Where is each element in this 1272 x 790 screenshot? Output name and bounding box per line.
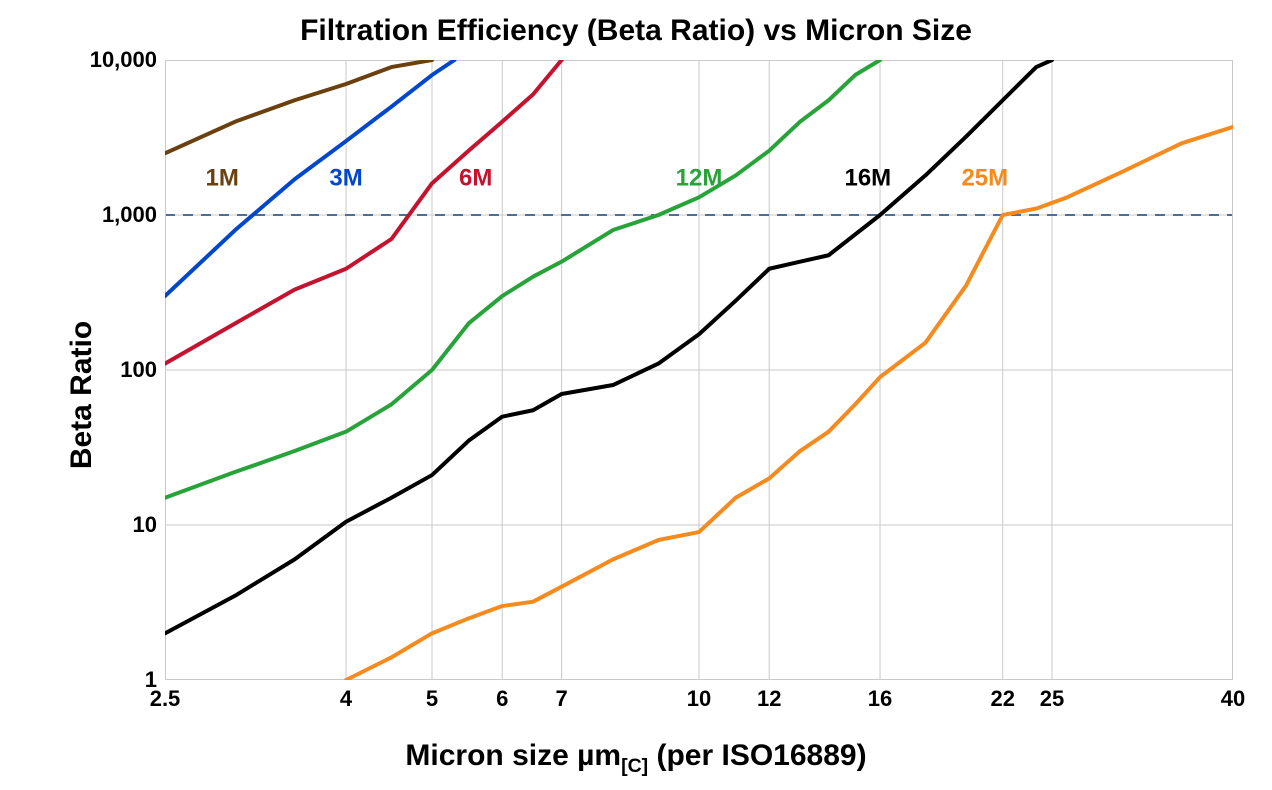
x-tick-label: 10	[687, 686, 711, 712]
y-tick-label: 100	[57, 357, 157, 383]
series-label-16m: 16M	[844, 165, 891, 192]
y-tick-label: 1	[57, 667, 157, 693]
chart-svg: 1M 3M 6M 12M 16M 25M	[165, 60, 1233, 680]
x-tick-label: 16	[868, 686, 892, 712]
x-tick-label: 7	[555, 686, 567, 712]
x-tick-label: 4	[340, 686, 352, 712]
y-axis-label: Beta Ratio	[65, 321, 99, 469]
x-tick-label: 6	[496, 686, 508, 712]
x-tick-label: 22	[990, 686, 1014, 712]
x-tick-label: 25	[1040, 686, 1064, 712]
chart-container: Filtration Efficiency (Beta Ratio) vs Mi…	[0, 0, 1272, 790]
x-tick-label: 5	[426, 686, 438, 712]
xlabel-prefix: Micron size µm	[405, 739, 621, 772]
x-tick-label: 12	[757, 686, 781, 712]
plot-area: 1M 3M 6M 12M 16M 25M	[165, 60, 1233, 680]
xlabel-sub: [C]	[621, 755, 648, 777]
y-tick-label: 1,000	[57, 202, 157, 228]
chart-title: Filtration Efficiency (Beta Ratio) vs Mi…	[0, 14, 1272, 48]
series-label-3m: 3M	[329, 165, 362, 192]
y-tick-label: 10,000	[57, 47, 157, 73]
x-tick-label: 40	[1221, 686, 1245, 712]
y-tick-label: 10	[57, 512, 157, 538]
series-label-25m: 25M	[961, 165, 1008, 192]
series-label-6m: 6M	[459, 165, 492, 192]
xlabel-suffix: (per ISO16889)	[648, 739, 866, 772]
x-axis-label: Micron size µm[C] (per ISO16889)	[0, 739, 1272, 778]
x-tick-label: 2.5	[150, 686, 181, 712]
series-label-1m: 1M	[205, 165, 238, 192]
series-label-12m: 12M	[676, 165, 723, 192]
